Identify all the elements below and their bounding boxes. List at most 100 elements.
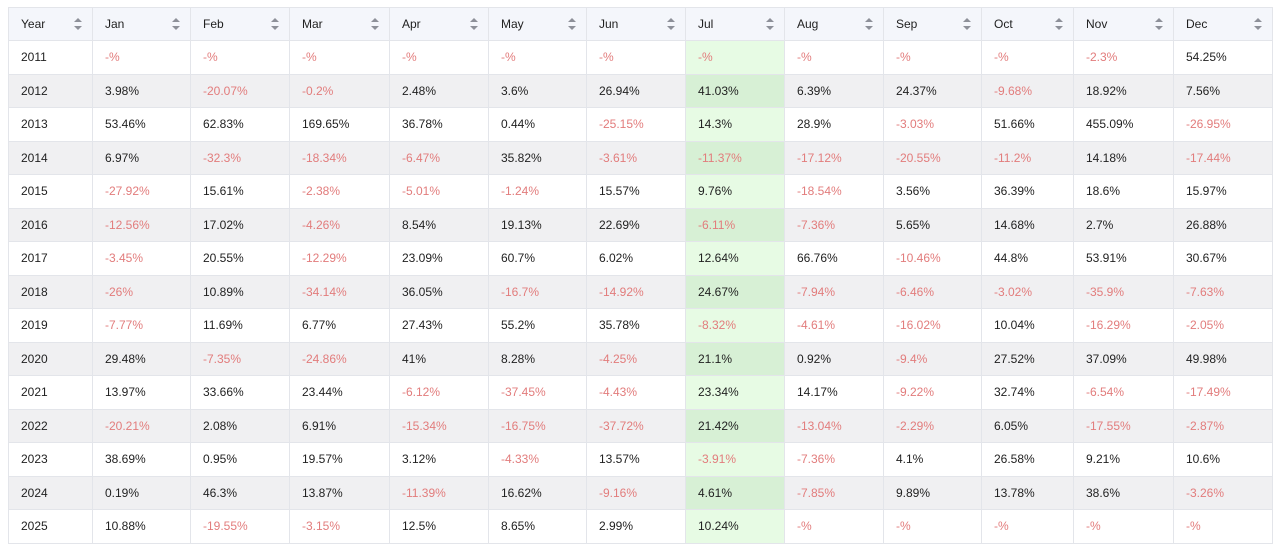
return-cell: -7.36%	[784, 207, 884, 242]
table-row: 2016 -12.56% 17.02% -4.26% 8.54% 19.13% 22.69%…	[8, 207, 1273, 242]
column-header-label: Nov	[1086, 17, 1108, 31]
return-cell: -8.32%	[685, 308, 785, 343]
return-cell: 4.1%	[883, 442, 982, 477]
year-cell: 2017	[8, 241, 93, 276]
return-cell: -17.49%	[1173, 375, 1273, 410]
sort-updown-icon[interactable]	[963, 18, 971, 30]
column-header-year[interactable]: Year	[8, 7, 93, 41]
return-cell: -18.54%	[784, 174, 884, 209]
return-cell: -17.44%	[1173, 140, 1273, 175]
column-header-label: Feb	[203, 17, 224, 31]
sort-updown-icon[interactable]	[74, 18, 82, 30]
return-cell: -4.43%	[586, 375, 686, 410]
return-cell: 12.64%	[685, 241, 785, 276]
return-cell: 32.74%	[981, 375, 1074, 410]
return-cell: 27.43%	[389, 308, 489, 343]
return-cell: -9.16%	[586, 475, 686, 510]
return-cell: -11.37%	[685, 140, 785, 175]
return-cell: -6.46%	[883, 274, 982, 309]
return-cell: 49.98%	[1173, 341, 1273, 376]
column-header-apr[interactable]: Apr	[389, 7, 489, 41]
return-cell: -6.54%	[1073, 375, 1174, 410]
table-row: 2018 -26% 10.89% -34.14% 36.05% -16.7% -14.92%…	[8, 274, 1273, 309]
return-cell: 15.97%	[1173, 174, 1273, 209]
column-header-aug[interactable]: Aug	[784, 7, 884, 41]
return-cell: 2.7%	[1073, 207, 1174, 242]
return-cell: 13.87%	[289, 475, 390, 510]
return-cell: 18.92%	[1073, 73, 1174, 108]
return-cell: -5.01%	[389, 174, 489, 209]
year-cell: 2011	[8, 40, 93, 75]
sort-updown-icon[interactable]	[568, 18, 576, 30]
sort-updown-icon[interactable]	[172, 18, 180, 30]
column-header-label: Jun	[599, 17, 619, 31]
table-row: 2015 -27.92% 15.61% -2.38% -5.01% -1.24% 15.57…	[8, 174, 1273, 209]
return-cell: -%	[586, 40, 686, 75]
return-cell: 3.98%	[92, 73, 191, 108]
return-cell: 3.12%	[389, 442, 489, 477]
return-cell: 0.95%	[190, 442, 290, 477]
return-cell: -37.72%	[586, 408, 686, 443]
return-cell: 0.92%	[784, 341, 884, 376]
sort-updown-icon[interactable]	[470, 18, 478, 30]
column-header-may[interactable]: May	[488, 7, 587, 41]
return-cell: 13.57%	[586, 442, 686, 477]
return-cell: 23.34%	[685, 375, 785, 410]
column-header-jun[interactable]: Jun	[586, 7, 686, 41]
return-cell: 12.5%	[389, 509, 489, 544]
sort-updown-icon[interactable]	[1055, 18, 1063, 30]
table-row: 2012 3.98% -20.07% -0.2% 2.48% 3.6% 26.94% 41.0…	[8, 73, 1273, 108]
return-cell: -18.34%	[289, 140, 390, 175]
sort-updown-icon[interactable]	[865, 18, 873, 30]
return-cell: 6.05%	[981, 408, 1074, 443]
return-cell: 35.82%	[488, 140, 587, 175]
return-cell: -6.47%	[389, 140, 489, 175]
return-cell: 36.05%	[389, 274, 489, 309]
column-header-sep[interactable]: Sep	[883, 7, 982, 41]
return-cell: 10.24%	[685, 509, 785, 544]
return-cell: -19.55%	[190, 509, 290, 544]
column-header-jul[interactable]: Jul	[685, 7, 785, 41]
return-cell: 2.08%	[190, 408, 290, 443]
sort-updown-icon[interactable]	[667, 18, 675, 30]
column-header-label: Mar	[302, 17, 323, 31]
return-cell: -%	[190, 40, 290, 75]
sort-updown-icon[interactable]	[271, 18, 279, 30]
return-cell: -4.61%	[784, 308, 884, 343]
return-cell: 54.25%	[1173, 40, 1273, 75]
sort-updown-icon[interactable]	[1254, 18, 1262, 30]
year-cell: 2023	[8, 442, 93, 477]
year-cell: 2020	[8, 341, 93, 376]
return-cell: 10.89%	[190, 274, 290, 309]
table-header-row: Year Jan Feb Mar Apr May Jun Jul Aug Sep Oct Nov De…	[8, 7, 1273, 41]
column-header-jan[interactable]: Jan	[92, 7, 191, 41]
return-cell: 26.88%	[1173, 207, 1273, 242]
return-cell: 15.61%	[190, 174, 290, 209]
sort-updown-icon[interactable]	[766, 18, 774, 30]
return-cell: 46.3%	[190, 475, 290, 510]
column-header-label: Jul	[698, 17, 714, 31]
year-cell: 2014	[8, 140, 93, 175]
year-cell: 2015	[8, 174, 93, 209]
column-header-oct[interactable]: Oct	[981, 7, 1074, 41]
column-header-nov[interactable]: Nov	[1073, 7, 1174, 41]
return-cell: -3.91%	[685, 442, 785, 477]
return-cell: 2.99%	[586, 509, 686, 544]
column-header-label: Year	[21, 17, 46, 31]
monthly-returns-table: Year Jan Feb Mar Apr May Jun Jul Aug Sep Oct Nov De…	[8, 7, 1273, 544]
year-cell: 2012	[8, 73, 93, 108]
return-cell: -27.92%	[92, 174, 191, 209]
return-cell: -9.68%	[981, 73, 1074, 108]
return-cell: 6.02%	[586, 241, 686, 276]
column-header-mar[interactable]: Mar	[289, 7, 390, 41]
return-cell: -20.07%	[190, 73, 290, 108]
table-body: 2011 -% -% -% -% -% -% -% -% -% -% -2.3% 54.25% 2012 3…	[8, 40, 1273, 544]
return-cell: 4.61%	[685, 475, 785, 510]
sort-updown-icon[interactable]	[371, 18, 379, 30]
return-cell: 6.77%	[289, 308, 390, 343]
year-cell: 2018	[8, 274, 93, 309]
column-header-dec[interactable]: Dec	[1173, 7, 1273, 41]
column-header-feb[interactable]: Feb	[190, 7, 290, 41]
return-cell: 11.69%	[190, 308, 290, 343]
sort-updown-icon[interactable]	[1155, 18, 1163, 30]
